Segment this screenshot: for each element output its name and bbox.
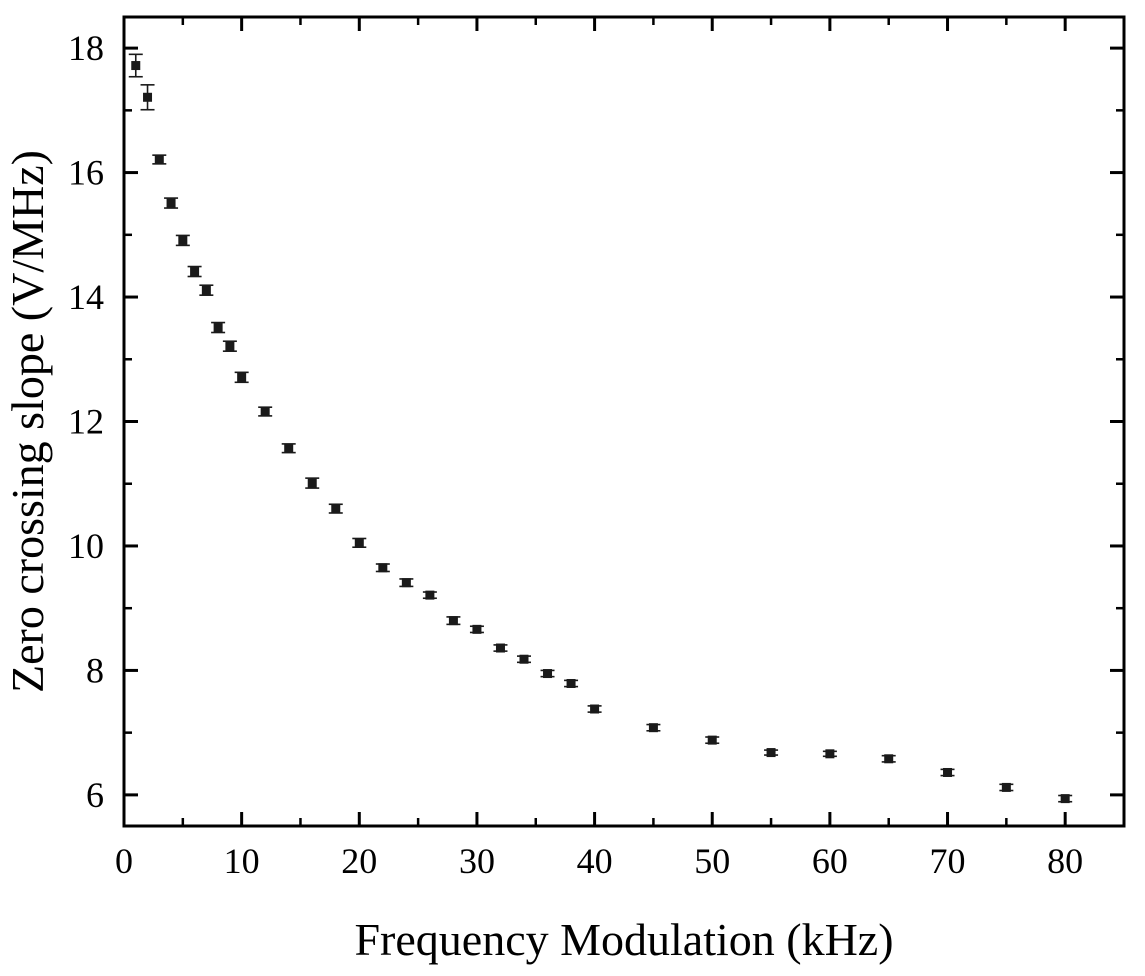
data-marker xyxy=(260,407,270,417)
data-point xyxy=(517,654,531,664)
data-marker xyxy=(237,372,247,382)
y-tick-label: 6 xyxy=(86,775,104,815)
data-marker xyxy=(425,590,435,600)
x-tick-label: 0 xyxy=(115,841,133,881)
data-marker xyxy=(590,704,600,714)
x-tick-label: 20 xyxy=(341,841,377,881)
data-series xyxy=(128,53,1073,804)
data-marker xyxy=(378,563,388,573)
data-point xyxy=(564,678,579,688)
data-point xyxy=(128,53,143,78)
y-tick-label: 18 xyxy=(68,28,104,68)
data-marker xyxy=(284,443,294,453)
data-point xyxy=(399,578,414,588)
data-marker xyxy=(1001,782,1011,792)
data-marker xyxy=(154,155,164,165)
data-point xyxy=(187,265,202,278)
data-point xyxy=(881,754,896,764)
data-point xyxy=(540,669,555,679)
data-marker xyxy=(190,267,200,277)
data-point xyxy=(175,234,190,247)
data-marker xyxy=(131,61,141,71)
x-axis: 0 10 20 30 40 50 60 70 80 xyxy=(115,17,1083,881)
data-point xyxy=(646,723,661,733)
data-point xyxy=(281,443,296,454)
y-tick-label: 12 xyxy=(68,402,104,442)
data-marker xyxy=(707,735,717,745)
x-tick-label: 10 xyxy=(224,841,260,881)
data-marker xyxy=(766,748,776,758)
data-point xyxy=(211,321,226,334)
data-point xyxy=(1058,794,1073,804)
data-point xyxy=(164,197,179,209)
data-point xyxy=(258,406,273,417)
y-tick-label: 16 xyxy=(68,153,104,193)
data-point xyxy=(152,154,167,165)
data-marker xyxy=(166,198,176,208)
data-marker xyxy=(143,92,153,102)
data-marker xyxy=(566,678,576,688)
data-marker xyxy=(495,643,505,653)
plot-frame xyxy=(122,15,1126,828)
data-point xyxy=(305,477,320,489)
data-point xyxy=(587,704,602,714)
plot-background xyxy=(124,17,1124,826)
data-point xyxy=(446,616,461,626)
data-marker xyxy=(354,538,364,548)
data-marker xyxy=(543,669,553,679)
data-marker xyxy=(648,723,658,733)
x-axis-title: Frequency Modulation (kHz) xyxy=(354,914,893,965)
data-point xyxy=(375,563,390,573)
data-point xyxy=(222,340,237,352)
y-axis-title: Zero crossing slope (V/MHz) xyxy=(2,150,53,693)
data-marker xyxy=(213,323,223,333)
data-point xyxy=(469,624,484,634)
data-point xyxy=(999,782,1014,792)
data-point xyxy=(352,537,367,549)
x-tick-label: 30 xyxy=(459,841,495,881)
data-point xyxy=(940,767,955,777)
data-marker xyxy=(401,578,411,588)
data-point xyxy=(328,503,343,514)
data-point xyxy=(199,284,214,296)
data-point xyxy=(493,643,508,653)
data-marker xyxy=(307,478,317,488)
plot-area xyxy=(124,17,1124,826)
x-tick-label: 60 xyxy=(812,841,848,881)
data-marker xyxy=(178,235,188,245)
x-tick-label: 40 xyxy=(577,841,613,881)
data-marker xyxy=(943,767,953,777)
data-marker xyxy=(472,624,482,634)
y-tick-label: 8 xyxy=(86,650,104,690)
x-tick-label: 70 xyxy=(930,841,966,881)
data-marker xyxy=(884,754,894,764)
y-tick-label: 10 xyxy=(68,526,104,566)
data-marker xyxy=(201,285,211,295)
data-point xyxy=(140,84,155,111)
data-point xyxy=(234,371,249,384)
y-axis: 6 8 10 12 14 16 18 xyxy=(68,28,1124,815)
data-point xyxy=(422,590,437,600)
data-marker xyxy=(448,616,458,626)
x-tick-label: 50 xyxy=(694,841,730,881)
data-marker xyxy=(225,341,235,351)
data-point xyxy=(822,749,837,759)
data-marker xyxy=(331,504,341,514)
data-marker xyxy=(1060,794,1070,804)
data-point xyxy=(764,748,779,758)
data-marker xyxy=(519,654,529,664)
data-point xyxy=(705,735,720,745)
x-tick-label: 80 xyxy=(1047,841,1083,881)
y-tick-label: 14 xyxy=(68,277,104,317)
data-marker xyxy=(825,749,835,759)
